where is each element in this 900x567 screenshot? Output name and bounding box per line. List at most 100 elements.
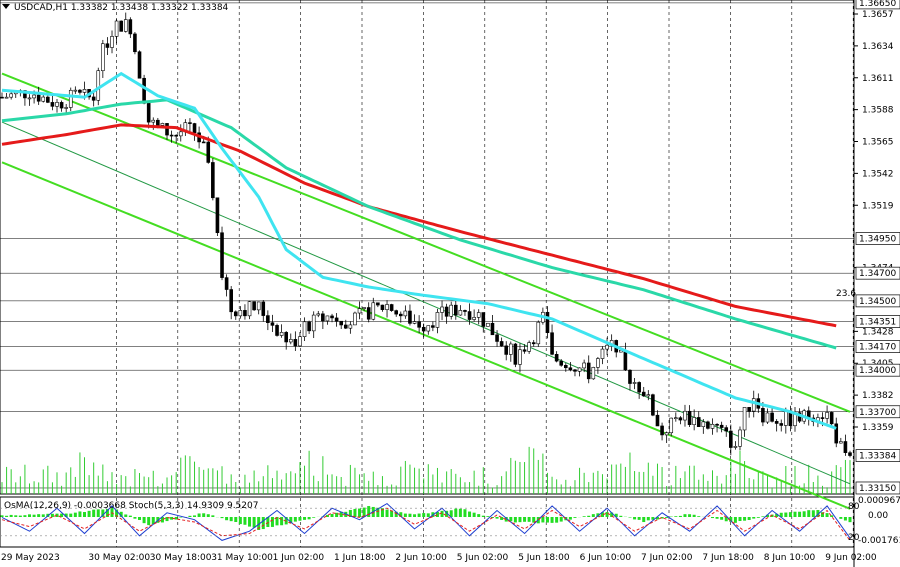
time-axis-label: 8 Jun 10:00 [764,553,816,563]
candle-body [421,326,426,332]
candle-body [605,344,609,350]
candle-body [316,313,321,316]
candle-body [284,332,288,343]
candle-body [353,312,357,326]
candle-body [774,421,779,424]
candle-body [632,382,637,384]
candle-body [550,332,554,355]
candle-body [408,310,412,324]
candle-body [660,425,664,436]
candle-body [586,362,591,380]
candle-body [481,312,486,327]
candle-body [761,408,765,423]
candle-body [105,43,110,48]
candle-body [224,277,229,290]
candle-body [490,322,495,336]
candle-body [784,411,788,426]
candle-body [339,320,344,326]
candle-body [499,341,504,347]
candle-body [82,89,87,93]
candle-body [279,332,284,336]
candle-body [366,307,371,320]
candle-body [165,123,169,136]
candle-body [678,417,683,421]
oscillator-axis-label: -0.001761 [858,536,900,546]
candle-body [747,407,751,412]
price-axis-label: 1.3359 [862,423,894,433]
price-axis-label: 1.3657 [862,10,894,20]
candle-body [343,324,348,329]
candle-body [220,232,224,278]
candle-body [156,119,160,126]
price-level-label: 1.34351 [859,318,896,328]
candle-body [215,197,220,234]
candle-body [591,367,596,380]
candle-body [275,325,279,336]
candle-body [321,313,325,322]
price-level-label: 1.36650 [859,0,896,9]
candle-body [376,302,380,306]
channel-lower-line [1,161,851,510]
candle-body [710,423,715,429]
candle-body [380,304,385,310]
candle-body [169,134,174,137]
stochastic-signal-line [1,507,851,541]
candle-body [426,325,431,332]
candle-body [435,312,440,328]
price-level-label: 1.34170 [859,343,896,353]
oscillator-axis-label: 0.00 [868,511,888,521]
candle-body [229,289,233,313]
candle-body [577,367,582,372]
candle-body [160,123,165,126]
candle-body [91,96,96,101]
candle-body [564,365,568,369]
candle-body [123,19,128,32]
candle-body [449,304,454,317]
candle-body [78,89,82,93]
oscillator-axis-label: 20 [848,533,860,543]
candle-body [417,321,421,328]
candle-body [696,417,701,428]
candle-body [178,131,183,137]
candle-body [256,301,261,311]
candle-body [742,407,747,431]
time-axis-label: 1 Jun 18:00 [334,553,386,563]
candle-body [293,339,298,347]
candle-body [641,391,646,397]
price-level-box [855,449,900,462]
candle-body [32,94,36,99]
candle-body [41,96,46,102]
candle-body [779,423,784,426]
candle-body [266,315,270,323]
price-level-box [855,315,900,328]
candle-body [362,307,366,309]
candle-body [738,429,742,447]
candle-body [357,308,362,314]
candle-body [486,322,490,327]
price-level-label: 1.34000 [859,366,896,376]
candle-body [0,96,4,99]
candle-body [302,321,307,337]
price-level-box [855,363,900,377]
candle-body [495,334,499,342]
candle-body [50,102,55,107]
candle-body [829,412,834,425]
candle-body [458,310,463,316]
candle-body [463,310,467,312]
candle-body [288,339,293,343]
symbol-dropdown-icon[interactable] [2,4,10,9]
candle-body [674,417,678,420]
candle-body [206,141,211,163]
time-axis-label: 9 Jun 02:00 [825,553,877,563]
oscillator-axis-label: 0.000967 [858,496,900,506]
candle-body [233,311,238,317]
candle-body [628,369,632,384]
candle-body [389,304,394,311]
price-axis-label: 1.3565 [862,138,894,148]
price-axis-label: 1.3382 [862,391,894,401]
candle-body [238,310,243,317]
candle-body [146,103,151,123]
candle-body [825,412,829,419]
price-level-label: 1.34950 [859,235,896,245]
